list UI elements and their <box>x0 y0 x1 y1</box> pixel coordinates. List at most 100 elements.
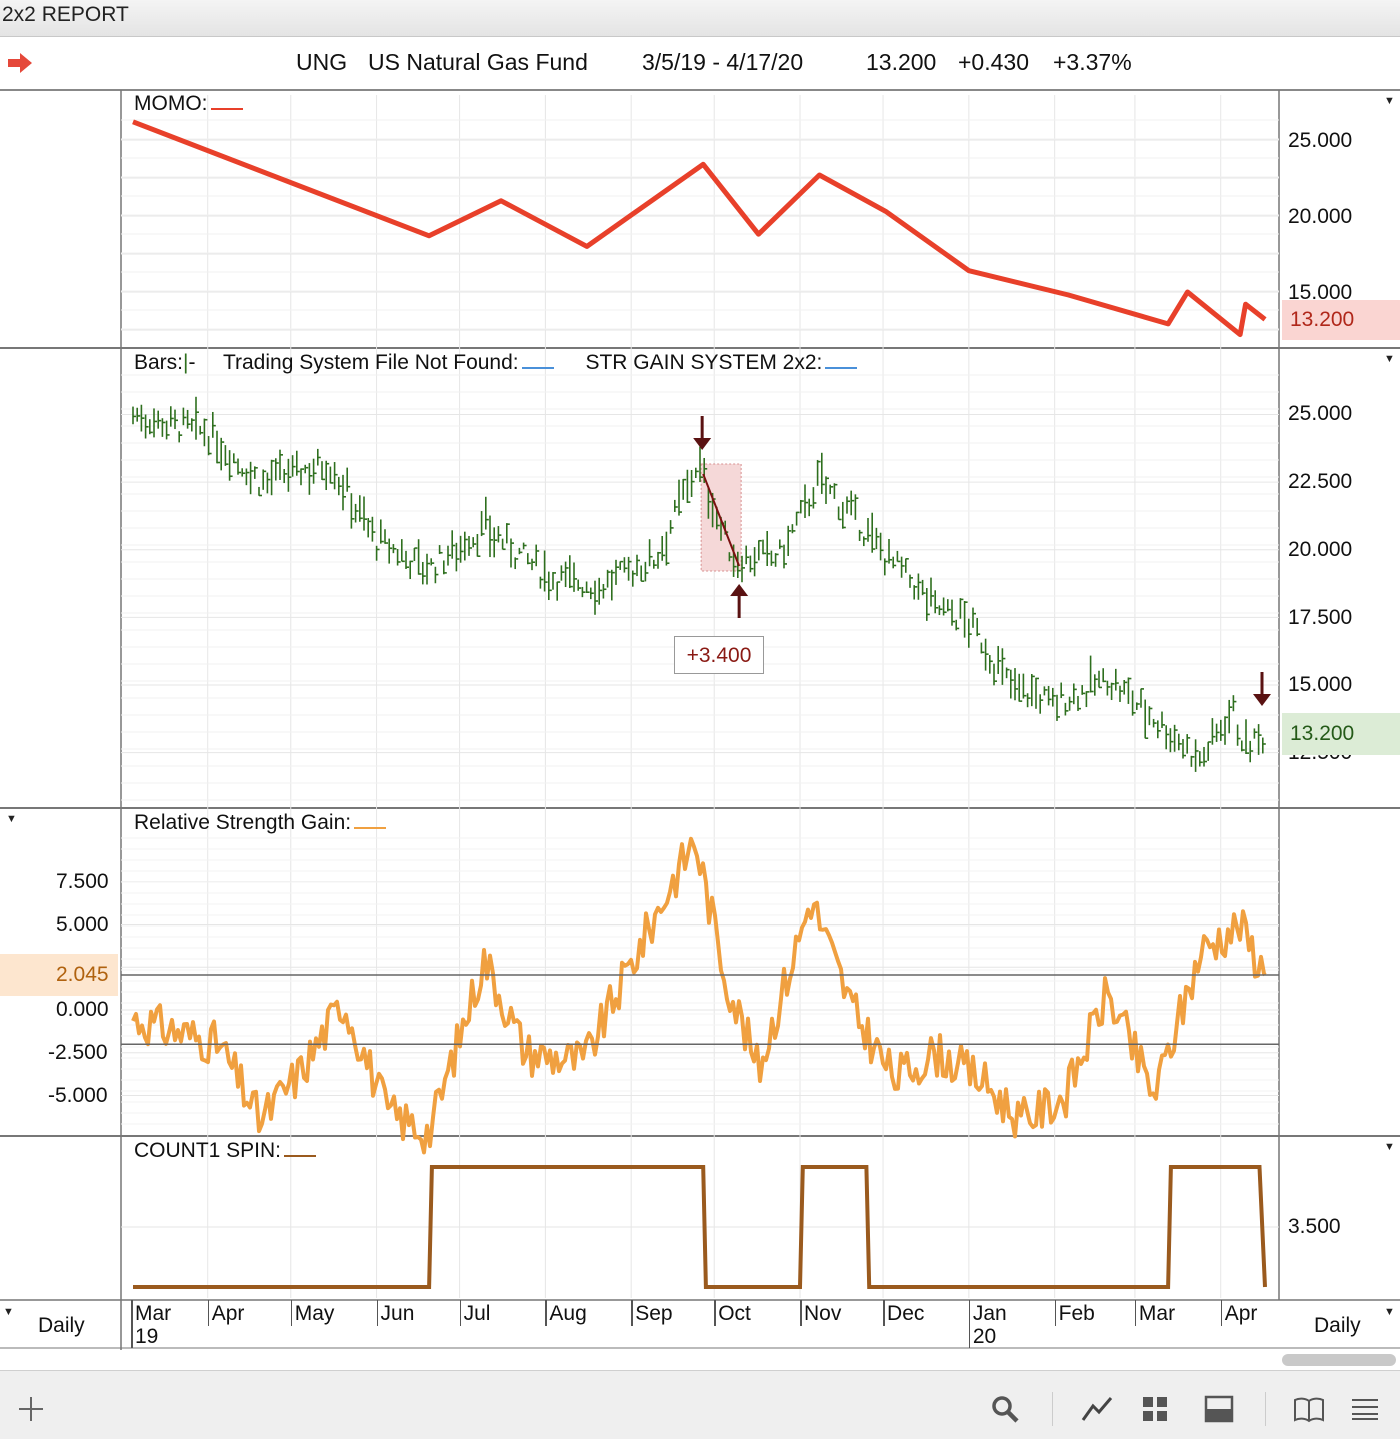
price-bar <box>1052 687 1056 707</box>
price-bar <box>497 526 502 543</box>
price-bar <box>1207 741 1212 761</box>
price-bar <box>233 453 237 464</box>
price-bar <box>287 458 292 492</box>
x-tick <box>207 1300 210 1326</box>
price-bar <box>396 549 401 566</box>
price-bar <box>1224 716 1228 745</box>
price-bar <box>165 420 170 440</box>
price-bar <box>245 468 250 486</box>
price-bar <box>333 462 338 490</box>
line-chart-icon[interactable] <box>1080 1392 1114 1426</box>
price-bar <box>955 619 960 631</box>
price-bar <box>753 547 758 577</box>
price-bar <box>728 552 733 562</box>
price-bar <box>1203 746 1207 767</box>
rsg-value-badge: 2.045 <box>0 954 118 996</box>
price-bar <box>447 545 451 566</box>
price-bar <box>392 544 397 554</box>
book-icon[interactable] <box>1292 1392 1326 1426</box>
price-bar <box>942 597 947 616</box>
price-bar <box>501 538 506 551</box>
price-bar <box>434 566 439 584</box>
momo-tick: 25.000 <box>1288 129 1353 152</box>
price-bar <box>186 409 191 429</box>
price-bar <box>1081 685 1086 695</box>
price-bars-series <box>132 396 1266 772</box>
horizontal-scrollbar[interactable] <box>1282 1354 1396 1366</box>
panel-menu-icon[interactable]: ▼ <box>6 813 17 825</box>
panel-menu-icon[interactable]: ▼ <box>1384 353 1395 365</box>
grid-icon[interactable] <box>1138 1392 1172 1426</box>
price-bar <box>984 638 989 671</box>
price-bar <box>182 407 187 426</box>
price-bar <box>762 539 766 555</box>
price-bar <box>1186 734 1191 754</box>
price-bar <box>585 581 590 594</box>
price-bar <box>153 408 157 438</box>
price-bar <box>879 532 884 561</box>
price-bar <box>384 529 388 544</box>
price-bar <box>1131 690 1136 716</box>
price-bar <box>615 559 619 585</box>
price-bar <box>438 545 443 555</box>
momo-tick: 15.000 <box>1288 281 1353 304</box>
price-bar <box>455 542 460 572</box>
price-bar <box>1009 669 1014 699</box>
price-bar <box>787 525 792 556</box>
panel-menu-icon[interactable]: ▼ <box>1384 1141 1395 1153</box>
price-bar <box>799 499 804 514</box>
period-menu-icon[interactable]: ▼ <box>3 1306 14 1318</box>
price-bar <box>1253 728 1258 739</box>
momo-line <box>132 119 1267 338</box>
price-bar <box>531 558 535 571</box>
price-bar <box>1110 682 1115 701</box>
price-bar <box>623 557 628 573</box>
price-bar <box>825 476 829 504</box>
sell-arrow-icon <box>693 416 712 450</box>
period-right[interactable]: Daily <box>1314 1314 1361 1337</box>
panel-menu-icon[interactable]: ▼ <box>1384 95 1395 107</box>
price-bar <box>161 418 166 437</box>
price-bar <box>1144 699 1149 740</box>
price-bar <box>1014 668 1018 701</box>
panel-icon[interactable] <box>1202 1392 1236 1426</box>
price-bar <box>648 539 653 567</box>
price-bar <box>170 406 174 427</box>
price-bar <box>510 538 514 568</box>
price-bar <box>858 529 863 541</box>
price-bar <box>808 498 813 517</box>
bottom-toolbar <box>0 1370 1400 1439</box>
price-bar <box>1140 688 1144 708</box>
price-bar <box>1148 706 1153 726</box>
price-bar <box>1262 737 1266 754</box>
price-bar <box>136 407 141 422</box>
x-tick <box>968 1300 971 1348</box>
x-tick <box>800 1300 802 1326</box>
toolbar-divider <box>1265 1392 1266 1426</box>
plus-icon[interactable] <box>14 1392 48 1426</box>
arrow-right-icon[interactable] <box>6 51 34 75</box>
price-bar <box>1232 695 1237 712</box>
panel-label-count: COUNT1 SPIN: <box>134 1139 317 1163</box>
price-bar <box>812 487 817 509</box>
period-left[interactable]: Daily <box>38 1314 85 1337</box>
menu-icon[interactable] <box>1348 1392 1382 1426</box>
price-bar <box>820 452 825 494</box>
x-month-label: Jan <box>972 1302 1007 1325</box>
price-bar <box>1211 718 1216 745</box>
price-bar <box>560 565 565 581</box>
price-bar <box>526 553 531 565</box>
price-bar <box>963 601 968 638</box>
price-bar <box>535 544 540 567</box>
price-bar <box>930 577 934 607</box>
period-menu-icon[interactable]: ▼ <box>1384 1306 1395 1318</box>
price-bar <box>476 534 481 558</box>
price-bar <box>573 562 577 592</box>
price-bar <box>606 569 611 588</box>
price-bar <box>472 537 477 548</box>
price-bar <box>959 598 964 619</box>
search-icon[interactable] <box>988 1392 1022 1426</box>
price-bar <box>589 587 594 600</box>
bars-tick: 15.000 <box>1288 673 1353 696</box>
